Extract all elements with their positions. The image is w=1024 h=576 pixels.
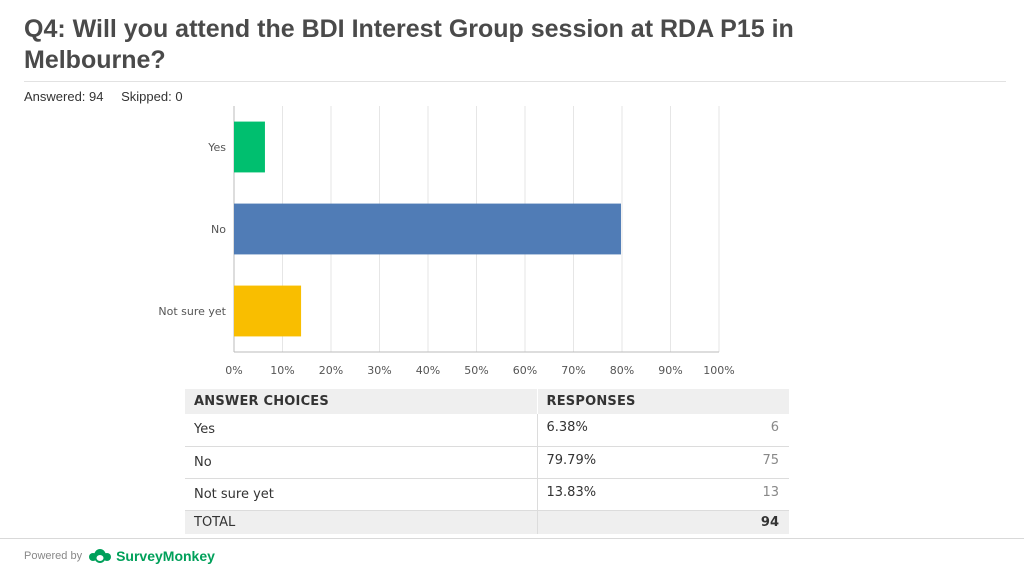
table-total-row: TOTAL 94 <box>185 510 789 534</box>
total-label: TOTAL <box>185 510 537 534</box>
x-tick-label: 30% <box>367 364 391 377</box>
chart-tick-labels: 0% 10% 20% 30% 40% 50% 60% 70% 80% 90% 100% <box>225 364 734 377</box>
x-tick-label: 60% <box>513 364 537 377</box>
x-tick-label: 40% <box>416 364 440 377</box>
row-percent: 79.79% <box>536 446 692 479</box>
bar-chart: Yes No Not sure yet 0% 10% 20% 30% 40% 50% 60% 70… <box>158 106 735 377</box>
total-empty-cell <box>536 510 692 534</box>
skipped-count: Skipped: 0 <box>121 89 183 104</box>
x-tick-label: 80% <box>610 364 634 377</box>
table-row: No 79.79% 75 <box>185 446 789 479</box>
surveymonkey-logo-icon <box>89 549 112 563</box>
chart-category-labels: Yes No Not sure yet <box>158 141 226 318</box>
powered-by-text: Powered by <box>24 550 83 562</box>
footer: Powered by SurveyMonkey <box>24 548 215 564</box>
x-tick-label: 20% <box>319 364 343 377</box>
row-choice: Yes <box>185 414 537 447</box>
row-choice: No <box>185 446 537 479</box>
response-table: ANSWER CHOICES RESPONSES Yes 6.38% 6 No … <box>185 389 789 534</box>
responses-header: RESPONSES <box>536 389 789 414</box>
row-count: 75 <box>691 446 789 479</box>
table-header-row: ANSWER CHOICES RESPONSES <box>185 389 789 414</box>
x-tick-label: 90% <box>658 364 682 377</box>
title-divider <box>24 81 1006 82</box>
category-label: Not sure yet <box>158 305 226 318</box>
bar-no <box>234 203 621 255</box>
row-percent: 6.38% <box>536 414 692 447</box>
x-tick-label: 70% <box>561 364 585 377</box>
answered-count: Answered: 94 <box>24 89 104 104</box>
chart-bars <box>234 121 621 337</box>
table-row: Not sure yet 13.83% 13 <box>185 478 789 511</box>
x-tick-label: 0% <box>225 364 242 377</box>
category-label: Yes <box>207 141 226 154</box>
row-count: 13 <box>691 478 789 511</box>
row-choice: Not sure yet <box>185 478 537 511</box>
x-tick-label: 10% <box>270 364 294 377</box>
row-percent: 13.83% <box>536 478 692 511</box>
answer-choices-header: ANSWER CHOICES <box>185 389 537 414</box>
category-label: No <box>211 223 226 236</box>
x-tick-label: 50% <box>464 364 488 377</box>
response-stats: Answered: 94 Skipped: 0 <box>24 89 197 104</box>
page-title: Q4: Will you attend the BDI Interest Gro… <box>24 15 794 74</box>
bar-not-sure-yet <box>234 285 302 337</box>
surveymonkey-brand: SurveyMonkey <box>116 548 215 564</box>
table-row: Yes 6.38% 6 <box>185 414 789 447</box>
bar-yes <box>234 121 265 173</box>
x-tick-label: 100% <box>703 364 734 377</box>
total-value: 94 <box>691 510 789 534</box>
row-count: 6 <box>691 414 789 447</box>
footer-divider <box>0 538 1024 539</box>
